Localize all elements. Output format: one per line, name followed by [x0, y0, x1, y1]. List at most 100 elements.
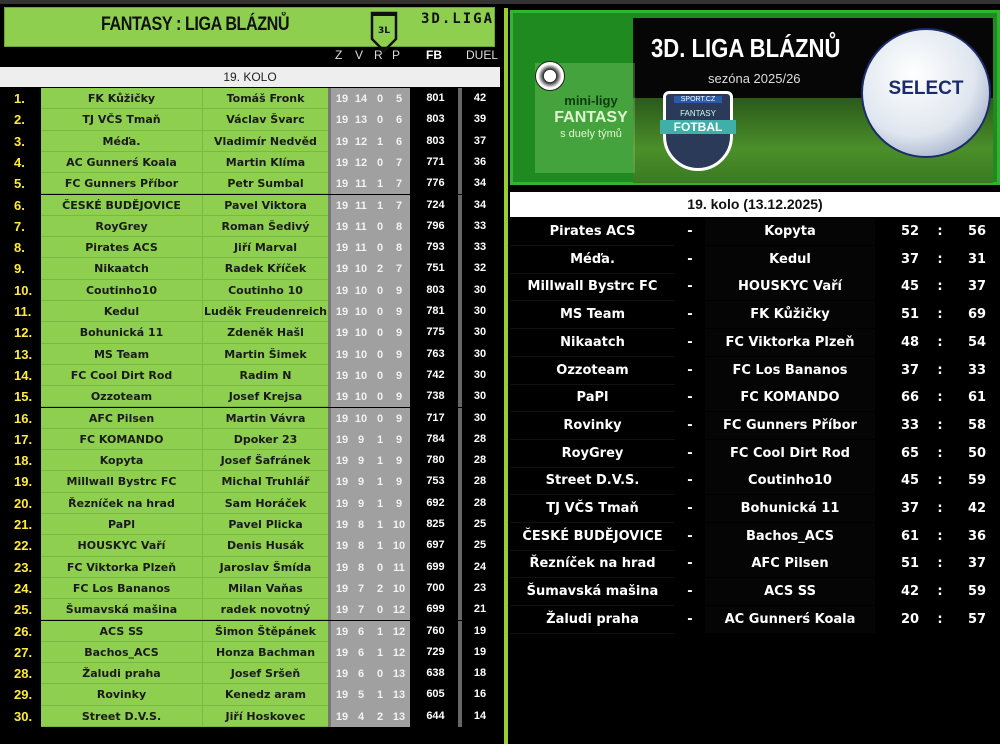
stat-r: 0 — [376, 114, 384, 127]
score-colon: : — [937, 417, 943, 433]
stat-z: 19 — [335, 433, 349, 446]
team-name: Nikaatch — [41, 258, 202, 280]
team-name: FC Los Bananos — [41, 577, 202, 600]
stat-z: 19 — [335, 668, 349, 681]
home-team: Ozzoteam — [510, 357, 675, 385]
fb-points: 638 — [426, 667, 445, 680]
team-name: MS Team — [41, 343, 202, 365]
stat-v: 13 — [354, 114, 368, 127]
stat-p: 9 — [395, 348, 403, 361]
home-team: Pirates ACS — [510, 218, 675, 246]
matches-panel: mini-ligy FANTASY s duely týmů 3D. LIGA … — [502, 0, 1000, 744]
rank: 1. — [14, 91, 25, 106]
stat-p: 13 — [392, 668, 406, 681]
dash: - — [687, 417, 693, 433]
rank: 28. — [14, 666, 33, 682]
stat-z: 19 — [335, 540, 349, 553]
duel-points: 28 — [473, 432, 487, 445]
home-team: Řezníček na hrad — [510, 550, 675, 579]
home-team: PaPl — [510, 384, 675, 413]
score-colon: : — [937, 362, 943, 378]
dash: - — [687, 362, 693, 378]
stat-r: 2 — [376, 582, 384, 595]
stat-p: 9 — [395, 327, 403, 340]
stats: 19 5 1 13 — [328, 684, 410, 706]
table-row: 10. Coutinho10 Coutinho 10 19 10 0 9 803 30 — [0, 279, 500, 301]
table-row: 25. Šumavská mašina radek novotný 19 7 0 12… — [0, 599, 500, 621]
stat-p: 10 — [392, 519, 406, 531]
stat-r: 1 — [376, 199, 384, 212]
match-row: Street D.V.S. - Coutinho10 45 : 59 — [510, 467, 1000, 496]
away-team: AFC Pilsen — [705, 550, 875, 578]
team-name: Pirates ACS — [41, 237, 202, 259]
fb-points: 644 — [426, 709, 445, 722]
stat-v: 10 — [354, 369, 368, 382]
stat-r: 1 — [376, 540, 384, 553]
stat-r: 0 — [376, 220, 384, 233]
stat-p: 9 — [395, 306, 403, 318]
stat-v: 8 — [357, 519, 365, 531]
league-name: 3D.LIGA — [421, 11, 495, 27]
stats: 19 4 2 13 — [328, 705, 410, 727]
rank: 18. — [14, 453, 33, 469]
away-score: 58 — [967, 417, 987, 433]
stat-r: 1 — [376, 497, 384, 510]
owner-name: Radek Kříček — [202, 258, 328, 280]
table-row: 8. Pirates ACS Jiří Marval 19 11 0 8 793 33 — [0, 237, 500, 259]
league-title: FANTASY : LIGA BLÁZNŮ — [101, 14, 290, 35]
away-score: 59 — [967, 584, 987, 600]
team-name: FC Cool Dirt Rod — [41, 364, 202, 387]
rank: 2. — [14, 112, 25, 128]
duel-points: 28 — [473, 496, 487, 509]
table-row: 15. Ozzoteam Josef Krejsa 19 10 0 9 738 30 — [0, 386, 500, 408]
rank: 14. — [14, 367, 33, 383]
standings-panel: FANTASY : LIGA BLÁZNŮ 3L 3D.LIGA Z V R P… — [0, 7, 500, 727]
table-row: 5. FC Gunners Příbor Petr Sumbal 19 11 1 7 … — [0, 173, 500, 195]
table-row: 27. Bachos_ACS Honza Bachman 19 6 1 12 729 … — [0, 641, 500, 664]
dash: - — [687, 251, 693, 267]
stat-z: 19 — [335, 391, 349, 404]
away-team: HOUSKYC Vaří — [705, 273, 875, 301]
stat-p: 9 — [395, 455, 403, 468]
stats: 19 11 1 7 — [328, 173, 410, 195]
team-name: HOUSKYC Vaří — [41, 535, 202, 557]
stat-z: 19 — [335, 199, 349, 212]
match-row: Rovinky - FC Gunners Příbor 33 : 58 — [510, 411, 1000, 440]
away-score: 37 — [967, 556, 987, 572]
stat-r: 0 — [376, 561, 384, 574]
dash: - — [687, 390, 693, 406]
table-row: 13. MS Team Martin Šimek 19 10 0 9 763 30 — [0, 343, 500, 365]
team-name: AFC Pilsen — [41, 407, 202, 429]
duel-points: 21 — [473, 603, 487, 616]
shield-text: 3L — [378, 26, 390, 36]
match-row: Millwall Bystrc FC - HOUSKYC Vaří 45 : 3… — [510, 273, 1000, 302]
away-team: Kedul — [705, 245, 875, 273]
stat-z: 19 — [335, 476, 349, 489]
owner-name: Coutinho 10 — [202, 279, 328, 301]
stat-r: 0 — [376, 242, 384, 255]
banner-fantasy: FANTASY — [554, 109, 628, 126]
away-team: Bachos_ACS — [705, 522, 875, 550]
stat-v: 9 — [357, 455, 365, 468]
stat-p: 13 — [392, 689, 406, 702]
team-name: Žaludi praha — [41, 663, 202, 685]
stats: 19 8 0 11 — [328, 556, 410, 578]
dash: - — [687, 501, 693, 516]
duel-points: 30 — [473, 368, 487, 381]
table-row: 19. Millwall Bystrc FC Michal Truhlář 19… — [0, 471, 500, 493]
duel-points: 34 — [473, 177, 487, 190]
stat-z: 19 — [335, 689, 349, 702]
home-score: 48 — [900, 334, 920, 350]
away-score: 50 — [967, 445, 987, 461]
home-team: Millwall Bystrc FC — [510, 273, 675, 302]
score-colon: : — [937, 611, 943, 627]
stat-z: 19 — [335, 327, 349, 340]
owner-name: Denis Husák — [202, 535, 328, 557]
rank: 30. — [14, 708, 33, 724]
table-row: 12. Bohunická 11 Zdeněk Hašl 19 10 0 9 775 … — [0, 322, 500, 344]
stat-z: 19 — [335, 284, 349, 297]
away-score: 33 — [967, 362, 987, 378]
stats: 19 6 1 12 — [328, 620, 410, 642]
score-colon: : — [937, 307, 943, 323]
stats: 19 12 1 6 — [328, 130, 410, 152]
